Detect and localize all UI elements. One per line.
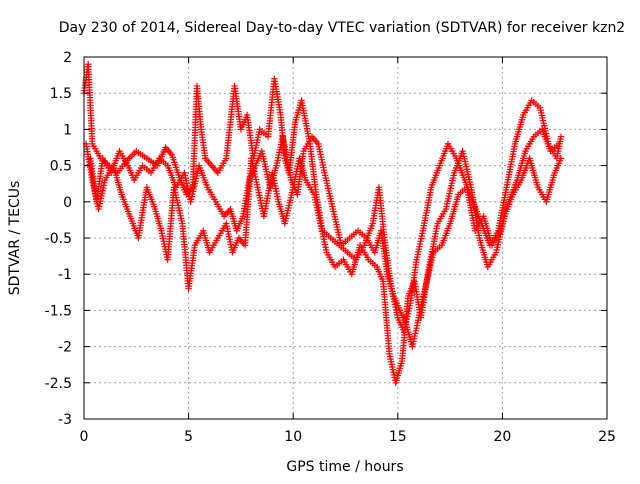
chart-title: Day 230 of 2014, Sidereal Day-to-day VTE… <box>59 20 625 36</box>
series-track-a <box>80 61 565 336</box>
y-tick-label: -0.5 <box>45 231 72 247</box>
y-tick-label: -1 <box>58 267 72 283</box>
data-point <box>555 140 563 148</box>
data-marks <box>80 61 565 386</box>
y-tick-label: 0.5 <box>50 159 72 175</box>
y-tick-label: 1 <box>63 122 72 138</box>
y-tick-label: 1.5 <box>50 86 72 102</box>
y-axis-label: SDTVAR / TECUs <box>7 181 23 296</box>
y-tick-label: 0 <box>63 195 72 211</box>
y-tick-label: -2.5 <box>45 376 72 392</box>
x-tick-label: 5 <box>184 429 193 445</box>
x-tick-label: 0 <box>80 429 89 445</box>
x-tick-label: 20 <box>493 429 511 445</box>
y-tick-label: -2 <box>58 340 72 356</box>
axis-ticks: 0 5 10 15 20 25 2 1.5 1 0.5 0 -0.5 -1 -1.5 -2 -2.5 -3 <box>45 50 616 445</box>
y-tick-label: -3 <box>58 412 72 428</box>
series-track-c <box>87 126 563 350</box>
x-axis-label: GPS time / hours <box>286 459 403 475</box>
x-tick-label: 15 <box>389 429 407 445</box>
x-tick-label: 25 <box>598 429 616 445</box>
data-point <box>557 133 565 140</box>
y-tick-label: 2 <box>63 50 72 66</box>
x-tick-label: 10 <box>284 429 302 445</box>
y-tick-label: -1.5 <box>45 303 72 319</box>
data-point <box>557 155 565 162</box>
